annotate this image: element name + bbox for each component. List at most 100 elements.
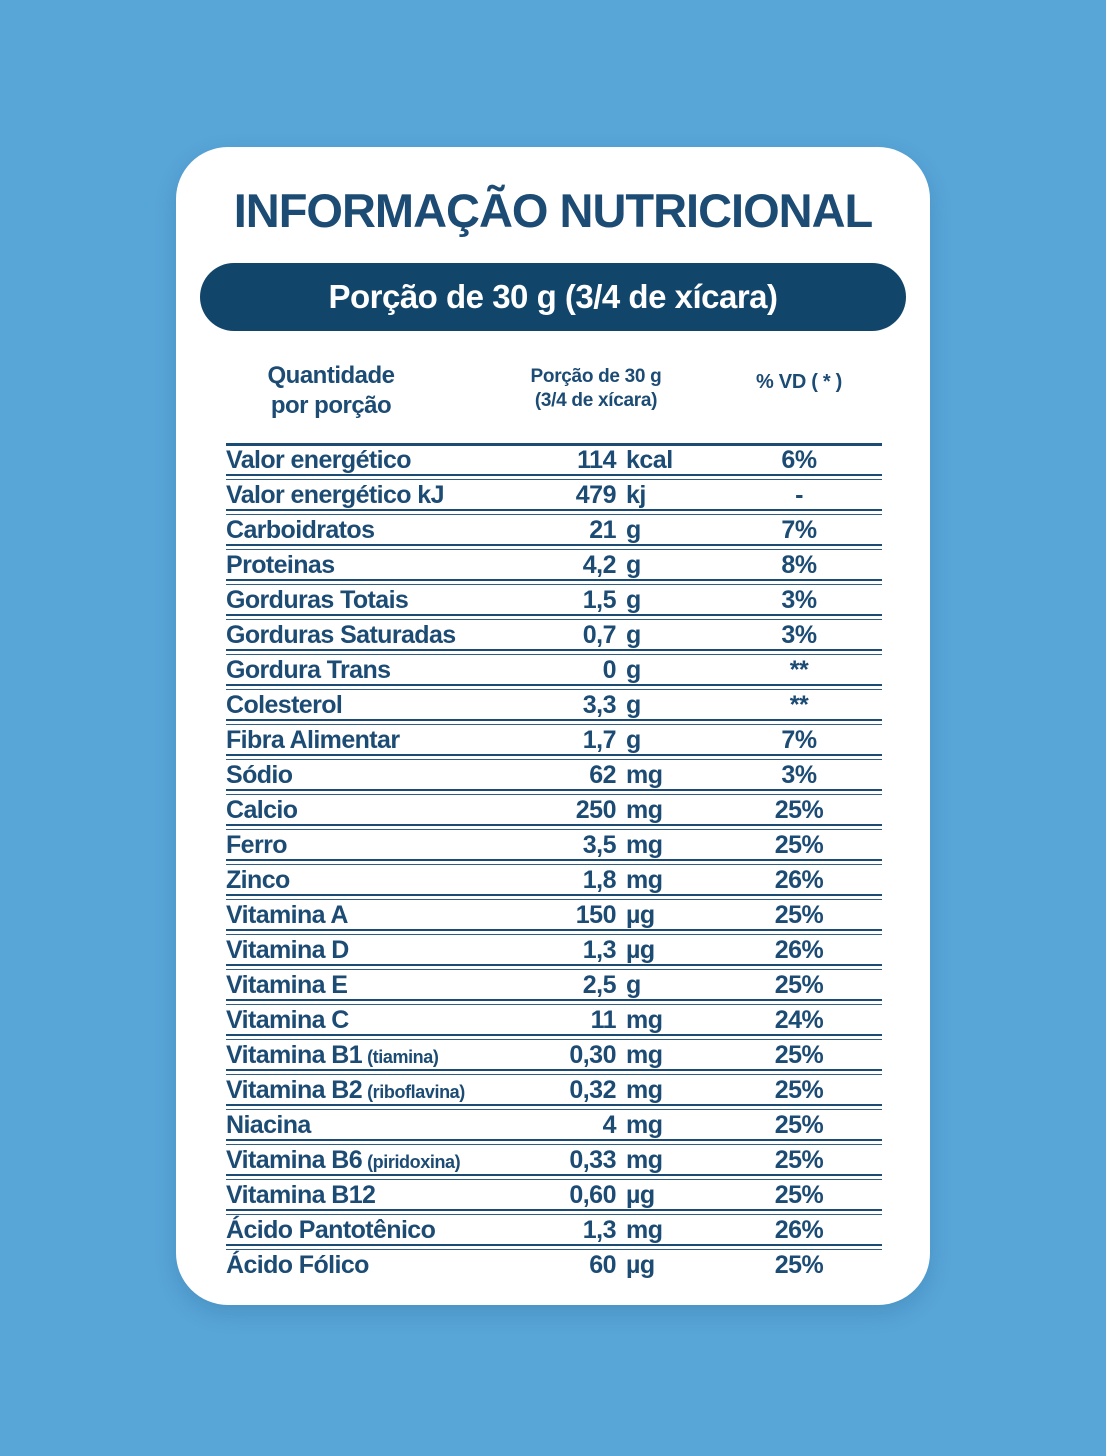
row-label: Vitamina C (226, 1005, 349, 1034)
row-amount: 60 (589, 1250, 616, 1279)
row-amount: 4 (602, 1110, 617, 1139)
row-label: Ácido Pantotênico (226, 1215, 436, 1244)
row-label: Vitamina B12 (226, 1180, 376, 1209)
row-label-sub: (tiamina) (367, 1046, 439, 1067)
column-header-portion: Porção de 30 g (3/4 de xícara) (530, 366, 662, 411)
row-amount: 150 (575, 900, 617, 929)
row-amount: 0,33 (569, 1145, 616, 1174)
row-unit: µg (626, 900, 655, 929)
row-label: Niacina (226, 1110, 311, 1139)
row-unit: mg (626, 1005, 663, 1034)
serving-banner-label: Porção de 30 g (3/4 de xícara) (328, 278, 778, 315)
row-daily-value: 8% (781, 550, 817, 579)
table-row: Vitamina B6 (piridoxina) 0,33 mg 25% (226, 1146, 882, 1181)
row-label: Gordura Trans (226, 655, 391, 684)
table-row: Ácido Fólico 60 µg 25% (226, 1251, 882, 1286)
row-amount: 62 (589, 760, 616, 789)
row-daily-value: 3% (781, 620, 817, 649)
row-daily-value: 3% (781, 760, 817, 789)
table-row: Zinco 1,8 mg 26% (226, 866, 882, 901)
row-daily-value: 6% (781, 445, 817, 474)
row-label: Colesterol (226, 690, 343, 719)
table-row: Valor energético kJ 479 kj - (226, 481, 882, 516)
row-daily-value: 25% (774, 900, 824, 929)
row-unit: mg (626, 1075, 663, 1104)
page-title: INFORMAÇÃO NUTRICIONAL (233, 184, 874, 237)
table-row: Carboidratos 21 g 7% (226, 516, 882, 551)
row-unit: mg (626, 1145, 663, 1174)
row-amount: 479 (575, 480, 617, 509)
row-daily-value: - (795, 480, 803, 509)
row-amount: 250 (575, 795, 617, 824)
table-row: Vitamina C 11 mg 24% (226, 1006, 882, 1041)
row-daily-value: 7% (781, 515, 817, 544)
row-unit: g (626, 690, 641, 719)
table-row: Vitamina E 2,5 g 25% (226, 971, 882, 1006)
row-unit: mg (626, 795, 663, 824)
row-unit: mg (626, 1040, 663, 1069)
row-label: Vitamina B6 (piridoxina) (226, 1145, 461, 1174)
row-daily-value: 26% (774, 1215, 824, 1244)
table-row: Vitamina B2 (riboflavina) 0,32 mg 25% (226, 1076, 882, 1111)
row-amount: 21 (589, 515, 616, 544)
serving-banner: Porção de 30 g (3/4 de xícara) (200, 263, 906, 331)
row-daily-value: ** (789, 690, 809, 719)
row-unit: µg (626, 1180, 655, 1209)
row-daily-value: 25% (774, 1250, 824, 1279)
row-unit: kj (626, 480, 646, 509)
row-daily-value: 7% (781, 725, 817, 754)
row-unit: g (626, 550, 641, 579)
row-unit: mg (626, 760, 663, 789)
table-header: Quantidade por porção Porção de 30 g (3/… (226, 361, 882, 425)
row-daily-value: 25% (774, 795, 824, 824)
row-amount: 0,32 (569, 1075, 616, 1104)
row-label: Zinco (226, 865, 290, 894)
row-unit: g (626, 970, 641, 999)
row-label: Ácido Fólico (226, 1250, 369, 1279)
row-daily-value: 25% (774, 1145, 824, 1174)
row-amount: 1,3 (582, 935, 617, 964)
table-row: Proteinas 4,2 g 8% (226, 551, 882, 586)
table-row: Calcio 250 mg 25% (226, 796, 882, 831)
table-row: Ferro 3,5 mg 25% (226, 831, 882, 866)
row-unit: g (626, 515, 641, 544)
nutrition-card: INFORMAÇÃO NUTRICIONAL Porção de 30 g (3… (176, 147, 930, 1305)
row-daily-value: 25% (774, 1110, 824, 1139)
row-daily-value: 3% (781, 585, 817, 614)
row-daily-value: ** (789, 655, 809, 684)
row-daily-value: 25% (774, 970, 824, 999)
row-label-sub: (piridoxina) (367, 1151, 461, 1172)
row-amount: 1,5 (582, 585, 617, 614)
row-daily-value: 25% (774, 1040, 824, 1069)
row-daily-value: 25% (774, 1075, 824, 1104)
row-amount: 11 (590, 1005, 617, 1034)
row-amount: 0,7 (582, 620, 617, 649)
row-unit: g (626, 655, 641, 684)
row-label-sub: (riboflavina) (367, 1081, 465, 1102)
row-label: Calcio (226, 795, 298, 824)
table-row: Fibra Alimentar 1,7 g 7% (226, 726, 882, 761)
row-amount: 2,5 (582, 970, 617, 999)
row-label: Valor energético (226, 445, 412, 474)
row-unit: µg (626, 935, 655, 964)
table-row: Vitamina B12 0,60 µg 25% (226, 1181, 882, 1216)
column-header-quantity: Quantidade por porção (267, 362, 395, 419)
row-daily-value: 26% (774, 935, 824, 964)
row-label: Vitamina E (226, 970, 348, 999)
column-header-daily-value: % VD ( * ) (756, 371, 842, 393)
row-unit: g (626, 620, 641, 649)
row-amount: 0,60 (569, 1180, 616, 1209)
row-amount: 4,2 (582, 550, 617, 579)
row-label: Vitamina B1 (tiamina) (226, 1040, 439, 1069)
row-label: Vitamina D (226, 935, 349, 964)
table-top-rule (226, 443, 882, 446)
table-row: Gorduras Saturadas 0,7 g 3% (226, 621, 882, 656)
row-unit: mg (626, 1215, 663, 1244)
row-daily-value: 24% (774, 1005, 824, 1034)
row-daily-value: 25% (774, 1180, 824, 1209)
row-amount: 114 (577, 445, 616, 474)
row-unit: kcal (626, 445, 673, 474)
row-label: Vitamina A (226, 900, 348, 929)
row-unit: mg (626, 830, 663, 859)
row-label: Proteinas (226, 550, 335, 579)
